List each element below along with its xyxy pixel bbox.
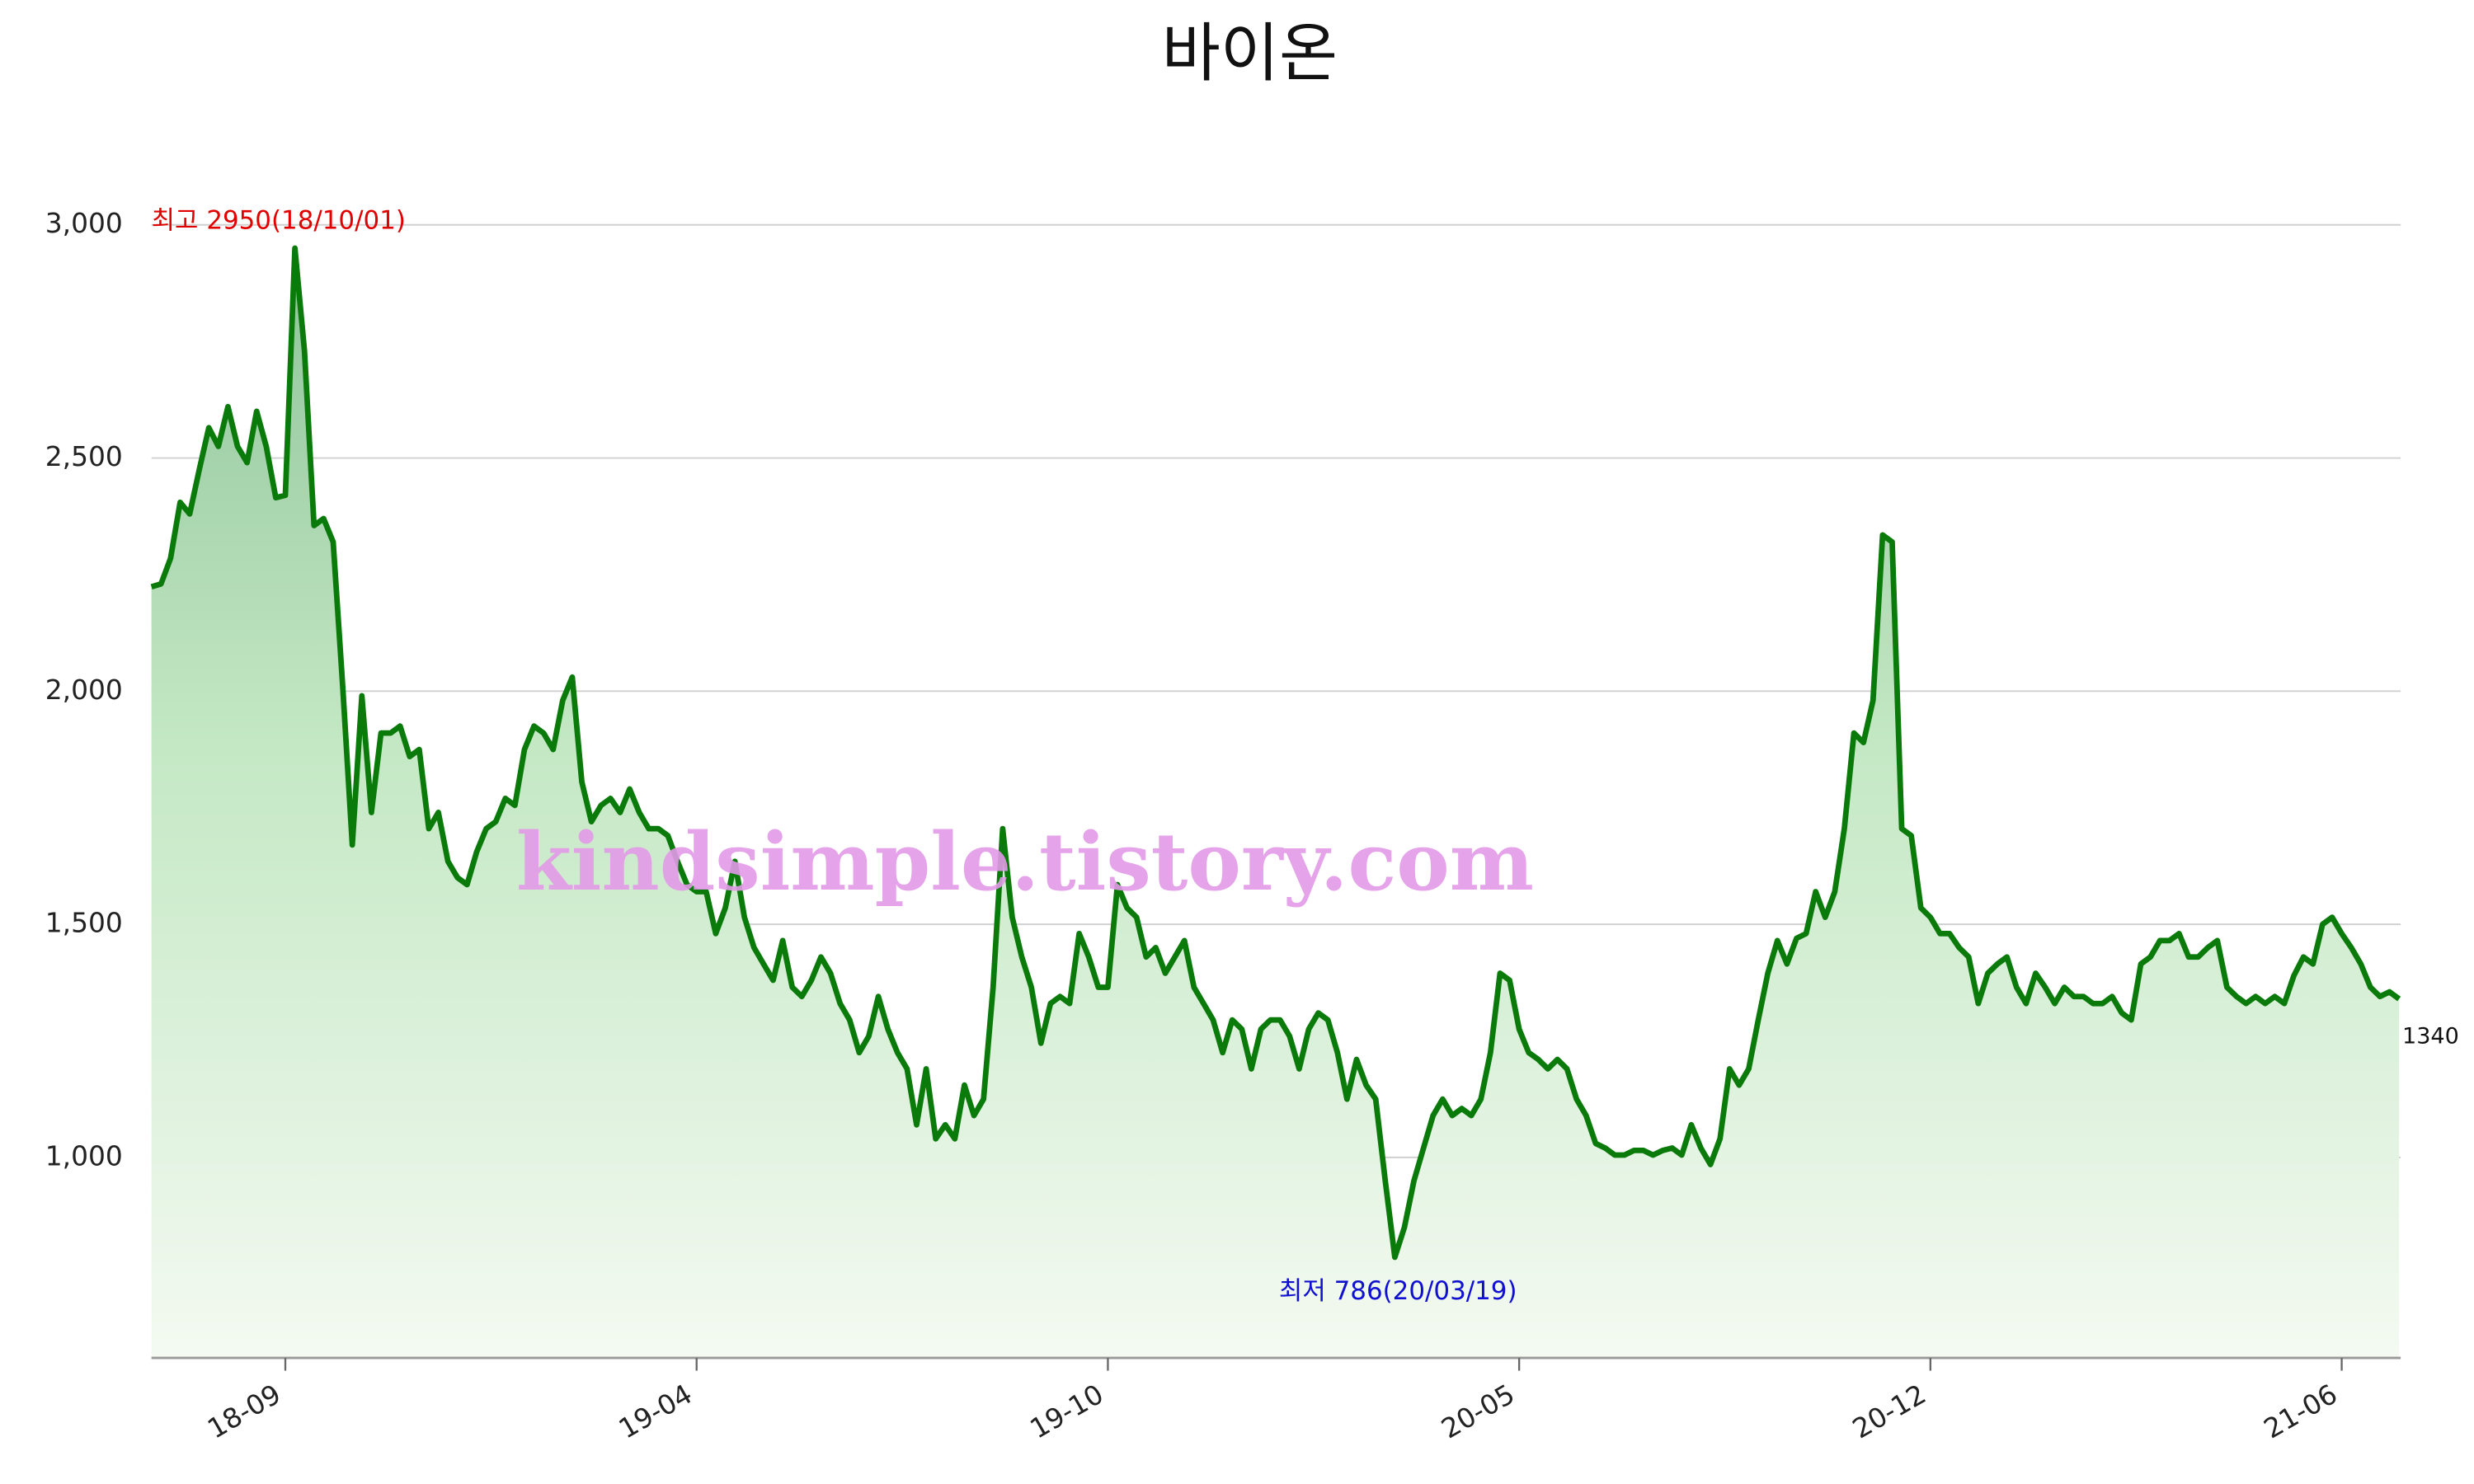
y-tick-label: 1,000 — [45, 1139, 123, 1172]
area — [151, 247, 2400, 1359]
x-tick-label: 21-06 — [2258, 1378, 2342, 1445]
min-annotation: 최저 786(20/03/19) — [1279, 1276, 1517, 1306]
last-value-label: 1340 — [2402, 1023, 2459, 1049]
x-tick-label: 20-12 — [1847, 1378, 1931, 1445]
y-tick-label: 1,500 — [45, 907, 123, 939]
x-tick-label: 19-10 — [1024, 1378, 1108, 1445]
x-tick-label: 20-05 — [1436, 1378, 1520, 1445]
y-tick-label: 3,000 — [45, 207, 123, 239]
watermark: kindsimple.tistory.com — [516, 815, 1534, 909]
x-tick-label: 19-04 — [614, 1378, 698, 1445]
line — [150, 245, 2401, 1261]
x-tick-label: 18-09 — [202, 1378, 286, 1445]
chart-title: 바이온 — [1162, 16, 1338, 91]
y-tick-label: 2,500 — [45, 440, 123, 472]
max-annotation: 최고 2950(18/10/01) — [152, 205, 406, 235]
y-tick-label: 2,000 — [45, 674, 123, 706]
